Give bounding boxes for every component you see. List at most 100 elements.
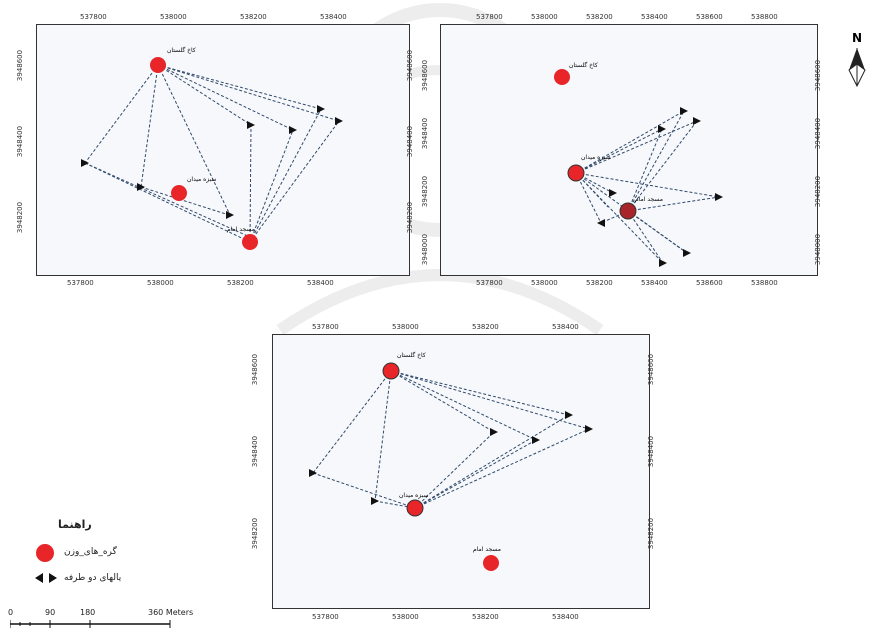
edge-line xyxy=(575,128,663,174)
arrow-head xyxy=(693,117,701,125)
edge-line xyxy=(390,370,590,430)
place-label: مسجد امام xyxy=(635,196,663,203)
place-label: سبزه میدان xyxy=(187,176,216,183)
x-tick-top: 538000 xyxy=(392,323,419,331)
y-tick-right: 3948200 xyxy=(647,517,656,550)
place-label: کاخ گلستان xyxy=(569,61,598,69)
scale-bar: 0 90 180 360 Meters xyxy=(8,608,198,630)
edge-line xyxy=(84,64,159,164)
edge-line xyxy=(390,370,495,433)
y-tick-left: 3948600 xyxy=(16,49,25,82)
x-tick-bottom: 538800 xyxy=(751,279,778,287)
arrow-head xyxy=(289,126,297,134)
edge-line xyxy=(312,370,392,474)
network-map-bottom: کاخ گلستان سبزه میدان مسجد امام xyxy=(309,351,593,571)
north-arrow-icon: N xyxy=(848,31,866,88)
y-tick-left: 3948400 xyxy=(251,435,260,468)
edge-line xyxy=(84,162,251,243)
scale-bar-graphic xyxy=(10,620,171,628)
y-tick-left: 3948200 xyxy=(16,201,25,234)
arrow-head xyxy=(658,125,666,133)
x-tick-bottom: 538600 xyxy=(696,279,723,287)
edge-line xyxy=(390,370,570,416)
edge-line xyxy=(575,120,698,174)
arrow-head xyxy=(490,428,498,436)
arrow-head xyxy=(597,219,605,227)
y-tick-left: 3948600 xyxy=(251,353,260,386)
y-tick-left: 3948000 xyxy=(421,233,430,266)
y-tick-right: 3948400 xyxy=(647,435,656,468)
arrow-head xyxy=(309,469,317,477)
arrow-head xyxy=(683,249,691,257)
y-tick-right: 3948600 xyxy=(647,353,656,386)
node-circle xyxy=(483,555,499,571)
edge-line xyxy=(84,162,251,238)
arrow-head xyxy=(226,211,234,219)
x-tick-bottom: 537800 xyxy=(312,613,339,621)
place-label: سبزه میدان xyxy=(399,492,428,499)
place-label: مسجد امام xyxy=(227,226,255,233)
north-arrow: N xyxy=(843,28,871,92)
edge-line xyxy=(374,370,392,502)
x-tick-top: 538000 xyxy=(160,13,187,21)
edge-line xyxy=(414,439,537,509)
edge-line xyxy=(249,120,340,243)
edge-line xyxy=(575,172,602,224)
edge-line xyxy=(249,108,322,243)
node-circle xyxy=(567,164,585,182)
x-tick-bottom: 538000 xyxy=(392,613,419,621)
arrow-head xyxy=(715,193,723,201)
edge-line xyxy=(374,500,416,509)
y-tick-left: 3948200 xyxy=(421,175,430,208)
edge-line xyxy=(575,110,685,174)
x-tick-bottom: 538200 xyxy=(586,279,613,287)
y-tick-right: 3948200 xyxy=(814,175,823,208)
arrow-head xyxy=(659,259,667,267)
x-tick-top: 537800 xyxy=(312,323,339,331)
two-way-arrow-icon xyxy=(35,573,57,583)
scale-label: 90 xyxy=(45,608,56,617)
x-tick-top: 538200 xyxy=(472,323,499,331)
x-tick-top: 538600 xyxy=(696,13,723,21)
x-tick-top: 538000 xyxy=(531,13,558,21)
x-tick-bottom: 538400 xyxy=(552,613,579,621)
legend-item-label: یالهای دو طرفه xyxy=(64,573,122,583)
x-tick-bottom: 538000 xyxy=(147,279,174,287)
node-circle xyxy=(171,185,187,201)
x-tick-top: 537800 xyxy=(476,13,503,21)
arrow-head xyxy=(81,159,89,167)
y-tick-right: 3948000 xyxy=(814,233,823,266)
edge-line xyxy=(414,431,495,509)
node-circle xyxy=(242,234,258,250)
node-symbol-icon xyxy=(36,544,54,562)
x-tick-top: 538400 xyxy=(552,323,579,331)
node-circle xyxy=(554,69,570,85)
node-circle xyxy=(406,499,424,517)
legend-item-label: گره_های_وزن xyxy=(64,547,117,557)
edge-line xyxy=(390,370,537,441)
edge-line xyxy=(249,129,294,243)
edge-line xyxy=(312,472,416,509)
arrow-head xyxy=(680,107,688,115)
x-tick-top: 538200 xyxy=(586,13,613,21)
legend-title: راهنما xyxy=(58,518,92,531)
x-tick-top: 538400 xyxy=(641,13,668,21)
edge-line xyxy=(414,414,570,509)
edge-line xyxy=(157,64,231,216)
x-tick-bottom: 538400 xyxy=(307,279,334,287)
y-tick-left: 3948400 xyxy=(421,117,430,150)
y-tick-left: 3948400 xyxy=(16,125,25,158)
place-label: سبزه میدان xyxy=(581,154,610,161)
x-tick-top: 538200 xyxy=(240,13,267,21)
north-label: N xyxy=(852,31,862,45)
network-map-top-right: کاخ گلستان سبزه میدان مسجد امام xyxy=(554,61,723,267)
edge-line xyxy=(627,210,688,254)
place-label: کاخ گلستان xyxy=(167,46,196,54)
edge-line xyxy=(140,186,230,216)
edge-line xyxy=(627,120,698,212)
network-map-top-left: کاخ گلستان سبزه میدان مسجد امام xyxy=(81,46,343,250)
arrow-head xyxy=(565,411,573,419)
y-tick-right: 3948400 xyxy=(814,117,823,150)
arrow-head xyxy=(371,497,379,505)
edge-line xyxy=(157,64,294,131)
